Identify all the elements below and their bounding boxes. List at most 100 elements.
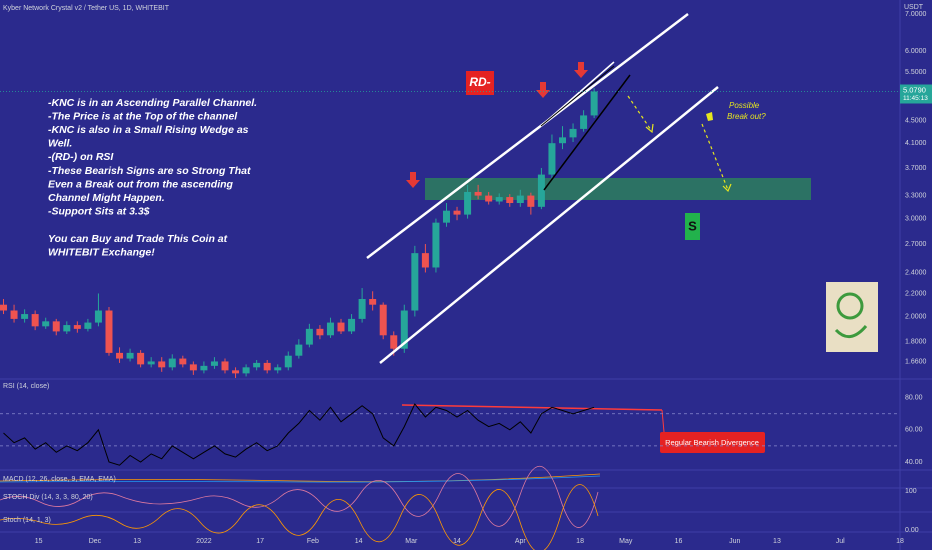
indicator-title: MACD (12, 26, close, 9, EMA, EMA) <box>3 476 116 483</box>
note-text: You can Buy and Trade This Coin at <box>48 233 228 245</box>
y-tick-label: 5.5000 <box>905 69 927 76</box>
x-tick-label: 13 <box>133 538 141 545</box>
candle-body <box>580 115 588 129</box>
rsi-line <box>3 403 595 466</box>
x-tick-label: 18 <box>896 538 904 545</box>
y-tick-label: 3.7000 <box>905 165 927 172</box>
x-tick-label: 16 <box>675 538 683 545</box>
candle-body <box>453 210 461 215</box>
candle-body <box>42 321 50 327</box>
x-tick-label: 18 <box>576 538 584 545</box>
candle-body <box>464 191 472 215</box>
candle-body <box>474 191 482 196</box>
wedge-lower <box>543 74 631 191</box>
y-tick-label: 1.6600 <box>905 358 927 365</box>
indicator-title: Stoch (14, 1, 3) <box>3 517 51 524</box>
x-tick-label: Dec <box>89 538 102 545</box>
note-text: -KNC is also in a Small Rising Wedge as <box>48 124 249 136</box>
arrow-head <box>722 183 732 193</box>
x-tick-label: 15 <box>35 538 43 545</box>
candle-body <box>369 299 377 305</box>
wedge-upper <box>540 61 615 127</box>
price-time: 11:45:13 <box>903 95 928 102</box>
breakout-label: Possible <box>729 101 760 110</box>
note-text: -KNC is in an Ascending Parallel Channel… <box>48 97 257 109</box>
candle-body <box>200 365 208 371</box>
candle-body <box>390 335 398 349</box>
logo-mark <box>836 292 864 320</box>
divergence-label: Regular Bearish Divergence <box>665 438 759 447</box>
candle-body <box>442 210 450 223</box>
candle-body <box>569 128 577 138</box>
y-tick-label: 3.3000 <box>905 192 927 199</box>
x-tick-label: Jul <box>836 538 845 545</box>
candle-body <box>105 310 113 353</box>
note-text: -The Price is at the Top of the channel <box>48 110 238 122</box>
projection-arrow <box>627 95 652 131</box>
note-text: Channel Might Happen. <box>48 192 165 204</box>
candle-body <box>116 352 124 359</box>
candle-body <box>485 195 493 202</box>
rsi-title: RSI (14, close) <box>3 383 49 390</box>
candle-body <box>537 174 545 207</box>
flag-icon <box>706 112 713 121</box>
currency-label: USDT <box>904 4 924 11</box>
candle-body <box>21 314 29 319</box>
candle-body <box>421 253 429 268</box>
note-text: -Support Sits at 3.3$ <box>48 206 150 218</box>
candle-body <box>305 328 313 345</box>
candle-body <box>263 362 271 371</box>
candle-body <box>168 358 176 368</box>
candle-body <box>94 310 102 323</box>
candle-body <box>63 325 71 332</box>
indicator-axis-label: 100 <box>905 488 917 495</box>
y-tick-label: 80.00 <box>905 395 923 402</box>
x-tick-label: Feb <box>307 538 319 545</box>
candle-body <box>379 304 387 336</box>
candles <box>0 88 598 378</box>
candle-body <box>179 358 187 365</box>
x-tick-label: Mar <box>405 538 418 545</box>
candle-body <box>326 322 334 336</box>
note-text: -These Bearish Signs are so Strong That <box>48 165 251 177</box>
rd-label: RD- <box>469 75 490 89</box>
y-tick-label: 4.5000 <box>905 118 927 125</box>
note-text: Well. <box>48 138 72 150</box>
candle-body <box>242 367 250 374</box>
y-tick-label: 1.8000 <box>905 339 927 346</box>
candle-body <box>590 91 598 116</box>
candle-body <box>411 253 419 311</box>
candle-body <box>189 364 197 371</box>
candle-body <box>284 355 292 368</box>
y-tick-label: 40.00 <box>905 459 923 466</box>
candle-body <box>232 370 240 374</box>
x-tick-label: Jun <box>729 538 740 545</box>
y-tick-label: 2.4000 <box>905 269 927 276</box>
y-tick-label: 2.2000 <box>905 290 927 297</box>
indicator-wave <box>0 473 601 483</box>
candle-body <box>73 325 81 329</box>
candle-body <box>126 352 134 359</box>
candle-body <box>432 222 440 268</box>
x-tick-label: 17 <box>256 538 264 545</box>
arrow-head <box>645 123 654 134</box>
candle-body <box>52 321 60 332</box>
x-tick-label: 2022 <box>196 538 212 545</box>
note-text: Even a Break out from the ascending <box>48 178 234 190</box>
x-tick-label: May <box>619 538 633 545</box>
x-tick-label: 13 <box>773 538 781 545</box>
candle-body <box>210 361 218 366</box>
candle-body <box>253 362 261 368</box>
candle-body <box>548 143 556 175</box>
candle-body <box>516 195 524 204</box>
candle-body <box>137 352 145 365</box>
indicator-wave <box>0 465 599 528</box>
rd-box <box>466 71 494 95</box>
candle-body <box>31 314 39 327</box>
candle-body <box>0 304 8 311</box>
logo-mark <box>834 325 868 338</box>
candle-body <box>295 344 303 356</box>
x-tick-label: Apr <box>515 538 527 545</box>
support-zone <box>425 178 811 200</box>
